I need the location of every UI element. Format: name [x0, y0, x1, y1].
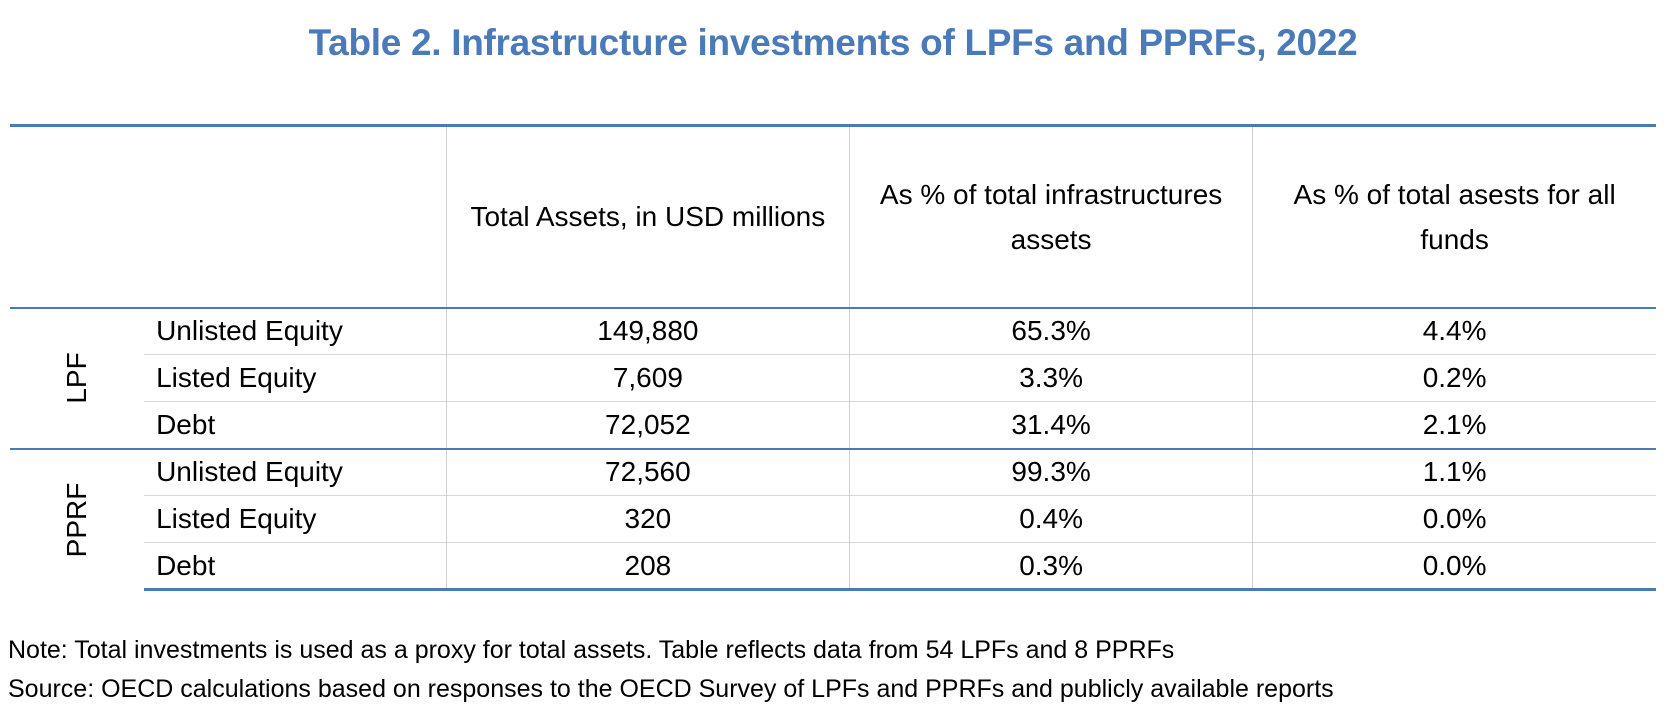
table-row: Debt 72,052 31.4% 2.1%	[10, 401, 1656, 449]
table-cell: 0.0%	[1252, 495, 1656, 543]
column-header: As % of total asests for all funds	[1252, 124, 1656, 309]
table-cell: 0.2%	[1252, 354, 1656, 402]
table-row: Listed Equity 320 0.4% 0.0%	[10, 495, 1656, 543]
table-cell: 65.3%	[848, 306, 1253, 355]
table-cell: 31.4%	[848, 401, 1253, 449]
table-cell: 149,880	[445, 306, 850, 355]
source-text: Source: OECD calculations based on respo…	[8, 675, 1334, 703]
column-header: As % of total infrastructures assets	[848, 124, 1253, 309]
row-label: Listed Equity	[144, 354, 447, 402]
table-cell: 4.4%	[1252, 306, 1656, 355]
group-label: LPF	[61, 352, 93, 404]
table-cell: 0.0%	[1252, 542, 1656, 591]
table-row: Listed Equity 7,609 3.3% 0.2%	[10, 354, 1656, 402]
row-label: Unlisted Equity	[144, 447, 447, 496]
header-blank	[10, 124, 447, 309]
table-cell: 3.3%	[848, 354, 1253, 402]
row-label: Debt	[144, 401, 447, 449]
table-cell: 208	[445, 542, 850, 591]
note-text: Note: Total investments is used as a pro…	[8, 636, 1175, 664]
row-label: Debt	[144, 542, 447, 591]
table-cell: 320	[445, 495, 850, 543]
row-label: Listed Equity	[144, 495, 447, 543]
row-label: Unlisted Equity	[144, 306, 447, 355]
table-cell: 99.3%	[848, 447, 1253, 496]
group-label-cell: PPRF	[10, 447, 145, 590]
column-header: Total Assets, in USD millions	[445, 124, 850, 309]
table-title: Table 2. Infrastructure investments of L…	[308, 22, 1358, 63]
table-cell: 1.1%	[1252, 447, 1656, 496]
table-cell: 2.1%	[1252, 401, 1656, 449]
header-row: Total Assets, in USD millions As % of to…	[10, 124, 1656, 309]
table-row: PPRF Unlisted Equity 72,560 99.3% 1.1%	[10, 447, 1656, 590]
footnotes: Note: Total investments is used as a pro…	[8, 631, 1334, 709]
infrastructure-table: Total Assets, in USD millions As % of to…	[10, 124, 1656, 591]
table-cell: 0.4%	[848, 495, 1253, 543]
table-cell: 72,560	[445, 447, 850, 496]
group-label-cell: LPF	[10, 306, 145, 449]
table-row: Debt 208 0.3% 0.0%	[10, 542, 1656, 591]
table-cell: 72,052	[445, 401, 850, 449]
table-cell: 7,609	[445, 354, 850, 402]
group-label: PPRF	[61, 482, 93, 557]
table-cell: 0.3%	[848, 542, 1253, 591]
table-row: LPF Unlisted Equity 149,880 65.3% 4.4%	[10, 306, 1656, 449]
